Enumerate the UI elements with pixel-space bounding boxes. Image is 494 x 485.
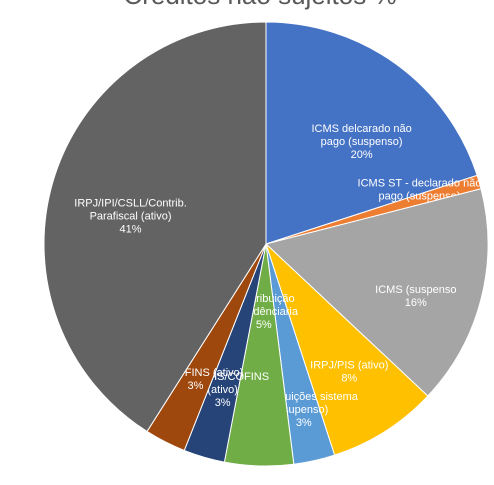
- slice-value-label: 16%: [405, 297, 427, 309]
- slice-category-label: Parafiscal (ativo): [90, 211, 172, 223]
- slice-value-label: 3%: [215, 397, 231, 409]
- slice-value-label: 20%: [351, 149, 373, 161]
- slice-value-label: 3%: [187, 380, 203, 392]
- slice-category-label: IRPJ/IPI/CSLL/Contrib.: [74, 198, 187, 210]
- pie-slice: [265, 21, 478, 245]
- slice-category-label: (ativo): [207, 384, 238, 396]
- slice-value-label: 5%: [256, 319, 272, 331]
- pie-slice: [43, 21, 267, 433]
- slice-category-label: ICMS ST - declarado não: [358, 177, 482, 189]
- chart-title: Créditos não sujeitos %: [0, 0, 494, 11]
- pie-slice: [264, 188, 489, 397]
- slice-value-label: 3%: [296, 417, 312, 429]
- slice-category-label: ICMS delcarado não: [311, 123, 411, 135]
- slice-category-label: IRPJ/PIS (ativo): [310, 360, 388, 372]
- slice-category-label: (supenso): [279, 404, 328, 416]
- slice-value-label: 8%: [341, 373, 357, 385]
- slice-category-label: ICMS (suspenso: [375, 284, 456, 296]
- pie-slice: [265, 243, 429, 456]
- slice-category-label: pago (suspenso): [321, 136, 403, 148]
- slice-value-label: 41%: [120, 224, 142, 236]
